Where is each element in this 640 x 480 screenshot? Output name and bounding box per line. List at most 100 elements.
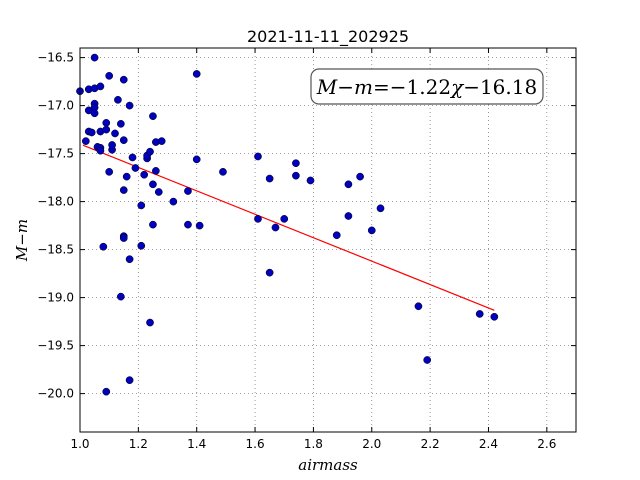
data-point xyxy=(81,137,90,145)
data-point xyxy=(344,212,353,220)
data-point xyxy=(306,176,315,185)
data-point xyxy=(128,153,137,162)
data-point xyxy=(169,197,178,206)
data-point xyxy=(116,119,125,128)
data-point xyxy=(140,170,149,179)
x-tick-label: 1.2 xyxy=(129,437,148,451)
x-tick-label: 1.4 xyxy=(187,437,206,451)
data-point xyxy=(475,310,484,318)
data-point xyxy=(254,152,262,161)
data-point xyxy=(146,318,154,327)
data-point xyxy=(344,180,353,189)
x-tick-label: 1.8 xyxy=(304,437,323,451)
data-point xyxy=(87,128,96,137)
equation-var: χ xyxy=(449,75,465,99)
data-point xyxy=(102,387,111,396)
y-tick-label: −18.5 xyxy=(37,243,74,257)
data-point xyxy=(146,147,154,156)
data-point xyxy=(125,376,134,385)
grid xyxy=(79,48,576,432)
data-point xyxy=(99,242,108,251)
x-tick-label: 1.6 xyxy=(246,437,265,451)
data-point xyxy=(271,223,280,232)
data-point xyxy=(332,231,341,240)
data-point xyxy=(414,302,423,311)
data-point xyxy=(116,292,125,301)
data-point xyxy=(184,187,192,195)
data-point xyxy=(195,221,204,230)
data-point xyxy=(131,164,140,172)
equation-annotation: M−m=−1.22χ−16.18 xyxy=(310,68,544,105)
data-point xyxy=(149,180,157,189)
y-axis-label: M−m xyxy=(13,219,31,262)
ticks: 1.0 1.2 1.4 1.6 1.8 2.0 2.2 2.4 2.6 −16.5 −17.0 −17… xyxy=(37,48,576,451)
data-point xyxy=(119,136,128,145)
equation-lhs: M−m xyxy=(316,75,373,99)
data-point xyxy=(102,119,111,127)
chart-title: 2021-11-11_202925 xyxy=(247,27,409,47)
data-point xyxy=(119,75,128,84)
plot-area xyxy=(80,48,576,432)
y-tick-label: −16.5 xyxy=(37,51,74,65)
data-point xyxy=(376,204,385,213)
y-tick-label: −17.5 xyxy=(37,147,74,161)
plot-frame xyxy=(79,47,577,433)
y-tick-label: −17.0 xyxy=(37,99,74,113)
x-tick-label: 2.4 xyxy=(479,437,498,451)
data-point xyxy=(96,146,105,155)
data-point xyxy=(192,155,201,164)
data-point xyxy=(157,137,166,145)
data-point xyxy=(254,215,262,223)
data-point xyxy=(96,82,105,91)
x-tick-label: 1.0 xyxy=(70,437,89,451)
y-tick-label: −19.5 xyxy=(37,339,74,353)
data-point xyxy=(280,215,289,223)
x-tick-label: 2.6 xyxy=(537,437,556,451)
data-point xyxy=(125,255,134,264)
data-point xyxy=(152,167,160,175)
y-tick-label: −18.0 xyxy=(37,195,74,209)
data-point xyxy=(292,159,300,168)
data-point xyxy=(114,95,122,104)
equation-coef: −1.22 xyxy=(390,75,451,99)
data-point xyxy=(105,71,114,80)
equation-equals: = xyxy=(373,75,390,99)
y-tick-label: −20.0 xyxy=(37,387,74,401)
equation-intercept: −16.18 xyxy=(463,75,537,99)
data-point xyxy=(119,234,128,242)
data-point xyxy=(102,125,111,134)
data-point xyxy=(137,241,146,250)
data-point xyxy=(105,167,114,176)
fit-line xyxy=(82,144,495,311)
data-point xyxy=(265,268,274,277)
data-point xyxy=(423,356,432,364)
points-group xyxy=(76,53,499,396)
data-point xyxy=(490,312,499,321)
data-point xyxy=(367,226,376,235)
data-point xyxy=(90,109,99,118)
data-point xyxy=(90,53,99,62)
data-point xyxy=(125,101,134,110)
data-point xyxy=(292,171,300,180)
data-point xyxy=(149,112,157,121)
data-point xyxy=(265,174,274,183)
y-tick-label: −19.0 xyxy=(37,291,74,305)
data-point xyxy=(122,172,131,181)
equation-box xyxy=(310,68,544,105)
data-point xyxy=(219,167,227,176)
data-point xyxy=(154,188,163,196)
data-point xyxy=(184,220,192,229)
fit-line-group xyxy=(82,144,495,311)
data-point xyxy=(149,220,157,229)
x-tick-label: 2.0 xyxy=(362,437,381,451)
x-tick-label: 2.2 xyxy=(421,437,440,451)
equation-text: M−m=−1.22χ−16.18 xyxy=(316,75,537,99)
data-point xyxy=(111,129,119,138)
x-axis-label: airmass xyxy=(298,456,358,474)
data-point xyxy=(356,172,364,181)
data-point xyxy=(192,70,201,78)
data-point xyxy=(119,186,128,194)
data-point xyxy=(108,141,116,149)
data-point xyxy=(137,201,146,210)
